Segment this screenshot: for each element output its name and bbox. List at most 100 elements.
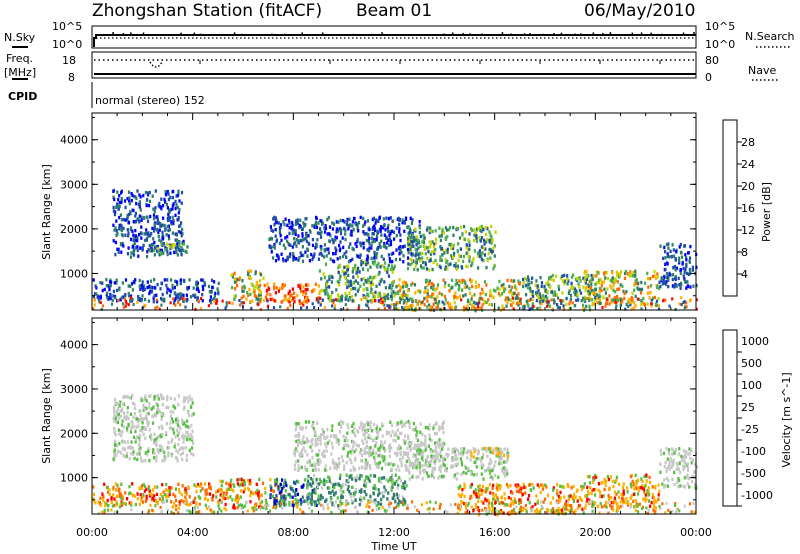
range-gate-cell <box>310 439 313 444</box>
range-gate-cell <box>301 452 304 456</box>
range-gate-cell <box>259 297 262 302</box>
range-gate-cell <box>92 307 95 311</box>
range-gate-cell <box>634 304 637 308</box>
range-gate-cell <box>484 490 487 494</box>
range-gate-cell <box>336 227 339 231</box>
range-gate-cell <box>466 466 469 471</box>
range-gate-cell <box>176 459 179 463</box>
range-gate-cell <box>604 291 607 295</box>
range-gate-cell <box>596 293 599 297</box>
range-gate-cell <box>544 289 547 293</box>
range-gate-cell <box>417 246 420 250</box>
range-gate-cell <box>337 295 340 299</box>
range-gate-cell <box>531 290 534 294</box>
range-gate-cell <box>476 452 480 456</box>
range-gate-cell <box>199 496 202 500</box>
range-gate-cell <box>498 287 501 292</box>
range-gate-cell <box>362 441 365 446</box>
range-gate-cell <box>498 279 501 284</box>
range-gate-cell <box>408 242 411 246</box>
range-gate-cell <box>112 417 115 421</box>
range-gate-cell <box>467 501 470 506</box>
range-gate-cell <box>300 253 303 258</box>
range-gate-cell <box>287 291 290 296</box>
range-gate-cell <box>349 450 352 454</box>
range-gate-cell <box>274 482 277 486</box>
range-gate-cell <box>500 292 504 296</box>
range-gate-cell <box>536 284 539 288</box>
range-gate-cell <box>121 419 124 423</box>
range-gate-cell <box>428 230 431 235</box>
range-gate-cell <box>183 278 186 283</box>
range-gate-cell <box>132 233 135 237</box>
range-gate-cell <box>435 450 438 454</box>
range-gate-cell <box>339 473 342 477</box>
range-gate-cell <box>499 510 502 514</box>
range-gate-cell <box>135 417 138 421</box>
range-gate-cell <box>480 463 483 467</box>
range-gate-cell <box>147 411 150 416</box>
range-gate-cell <box>407 442 410 446</box>
range-gate-cell <box>396 496 399 500</box>
range-gate-cell <box>135 201 138 206</box>
range-gate-cell <box>180 252 183 257</box>
range-gate-cell <box>153 432 156 436</box>
range-gate-cell <box>185 499 188 503</box>
range-gate-cell <box>372 294 375 299</box>
range-gate-cell <box>380 254 383 259</box>
range-gate-cell <box>425 462 428 467</box>
range-gate-cell <box>145 232 148 236</box>
range-gate-cell <box>442 231 445 235</box>
range-gate-cell <box>148 458 151 463</box>
range-gate-cell <box>656 272 659 276</box>
range-gate-cell <box>478 298 481 303</box>
range-gate-cell <box>145 237 149 241</box>
range-gate-cell <box>266 304 270 308</box>
range-gate-cell <box>143 287 146 292</box>
range-gate-cell <box>421 463 424 468</box>
range-gate-cell <box>318 269 321 273</box>
range-gate-cell <box>286 255 289 259</box>
range-gate-cell <box>344 295 347 299</box>
range-gate-cell <box>314 432 317 437</box>
range-gate-cell <box>169 195 172 200</box>
range-gate-cell <box>132 493 135 498</box>
range-gate-cell <box>315 481 318 485</box>
range-gate-cell <box>396 486 399 490</box>
range-gate-cell <box>514 511 517 515</box>
range-gate-cell <box>671 273 675 277</box>
range-gate-cell <box>148 285 151 289</box>
range-gate-cell <box>406 266 410 271</box>
range-gate-cell <box>311 302 314 306</box>
range-gate-cell <box>188 495 191 499</box>
range-gate-cell <box>182 242 186 246</box>
range-gate-cell <box>378 449 381 453</box>
range-gate-cell <box>321 496 324 500</box>
range-gate-cell <box>143 484 146 489</box>
range-gate-cell <box>511 279 514 283</box>
range-gate-cell <box>431 466 434 471</box>
range-gate-cell <box>452 464 455 468</box>
range-gate-cell <box>475 456 478 461</box>
range-gate-cell <box>170 500 173 504</box>
range-gate-cell <box>155 293 158 297</box>
range-gate-cell <box>242 294 245 299</box>
range-gate-cell <box>295 244 298 248</box>
range-gate-cell <box>136 300 139 304</box>
range-gate-cell <box>124 218 127 222</box>
range-gate-cell <box>489 446 492 451</box>
range-gate-cell <box>602 296 605 300</box>
range-gate-cell <box>454 291 457 295</box>
range-gate-cell <box>388 304 391 308</box>
range-gate-cell <box>646 271 649 276</box>
range-gate-cell <box>273 242 276 247</box>
range-gate-cell <box>407 420 410 424</box>
range-gate-cell <box>416 451 419 455</box>
range-gate-cell <box>328 298 331 303</box>
range-gate-cell <box>336 496 339 500</box>
range-gate-cell <box>320 251 323 255</box>
range-gate-cell <box>367 435 370 439</box>
range-gate-cell <box>479 296 482 300</box>
range-gate-cell <box>317 297 320 301</box>
range-gate-cell <box>457 493 460 497</box>
